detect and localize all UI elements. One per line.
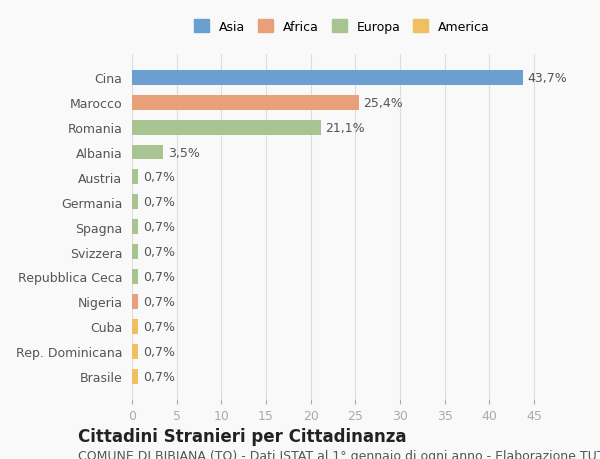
Bar bbox=[132, 170, 138, 185]
Text: 25,4%: 25,4% bbox=[364, 96, 403, 110]
Text: 0,7%: 0,7% bbox=[143, 320, 175, 333]
Text: Cittadini Stranieri per Cittadinanza: Cittadini Stranieri per Cittadinanza bbox=[78, 427, 407, 445]
Text: 43,7%: 43,7% bbox=[527, 72, 567, 84]
Bar bbox=[132, 344, 138, 359]
Bar bbox=[132, 369, 138, 384]
Text: 0,7%: 0,7% bbox=[143, 295, 175, 308]
Text: 0,7%: 0,7% bbox=[143, 196, 175, 209]
Bar bbox=[132, 319, 138, 334]
Text: 0,7%: 0,7% bbox=[143, 270, 175, 283]
Bar bbox=[132, 145, 163, 160]
Text: 0,7%: 0,7% bbox=[143, 246, 175, 258]
Text: 0,7%: 0,7% bbox=[143, 370, 175, 383]
Legend: Asia, Africa, Europa, America: Asia, Africa, Europa, America bbox=[191, 17, 493, 38]
Bar bbox=[132, 120, 320, 135]
Text: 3,5%: 3,5% bbox=[168, 146, 200, 159]
Bar bbox=[132, 269, 138, 284]
Bar bbox=[132, 245, 138, 259]
Bar bbox=[132, 71, 523, 86]
Bar bbox=[132, 95, 359, 111]
Text: 0,7%: 0,7% bbox=[143, 171, 175, 184]
Bar bbox=[132, 220, 138, 235]
Text: 21,1%: 21,1% bbox=[325, 121, 365, 134]
Text: COMUNE DI BIBIANA (TO) - Dati ISTAT al 1° gennaio di ogni anno - Elaborazione TU: COMUNE DI BIBIANA (TO) - Dati ISTAT al 1… bbox=[78, 449, 600, 459]
Bar bbox=[132, 195, 138, 210]
Text: 0,7%: 0,7% bbox=[143, 345, 175, 358]
Bar bbox=[132, 294, 138, 309]
Text: 0,7%: 0,7% bbox=[143, 221, 175, 234]
